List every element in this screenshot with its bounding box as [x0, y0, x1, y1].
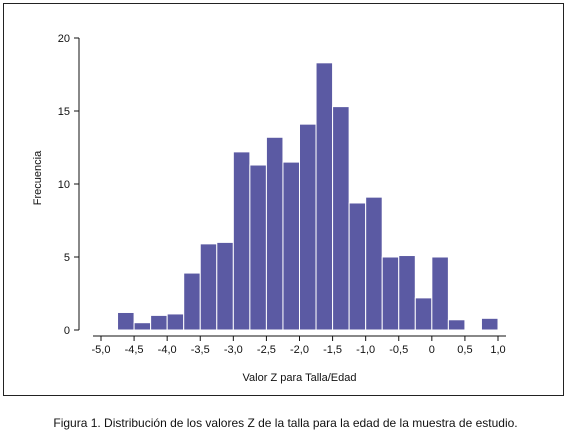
- histogram-bar-15: [365, 196, 383, 331]
- x-tick-label-1: -4,5: [125, 344, 144, 356]
- x-tick-label-11: 0,5: [457, 344, 472, 356]
- figure-caption: Figura 1. Distribución de los valores Z …: [53, 416, 518, 430]
- histogram-bar-1: [133, 322, 152, 331]
- histogram-bar-9: [265, 136, 284, 331]
- histogram-bar-6: [216, 241, 234, 331]
- y-tick-label-0: 0: [64, 325, 70, 337]
- histogram-bar-19: [431, 256, 449, 331]
- x-tick-label-5: -2,5: [257, 344, 276, 356]
- histogram-bar-21: [480, 317, 499, 331]
- x-tick-label-6: -2,0: [290, 344, 309, 356]
- histogram-bar-2: [150, 314, 168, 331]
- x-ticks-group: -5,0 -4,5 -4,0 -3,5 -3,0 -2,5 -2,0 -1,5 -1,0 -0,5…: [92, 336, 506, 356]
- histogram-bar-12: [315, 62, 334, 331]
- histogram-bar-0: [117, 311, 135, 331]
- y-axis-label: Frecuencia: [32, 150, 44, 205]
- x-tick-label-2: -4,0: [158, 344, 177, 356]
- histogram-bar-11: [299, 123, 317, 331]
- histogram-bar-5: [199, 243, 218, 331]
- y-tick-label-3: 15: [58, 106, 70, 118]
- y-tick-label-4: 20: [58, 33, 70, 45]
- y-tick-label-1: 5: [64, 252, 70, 264]
- x-axis-label: Valor Z para Talla/Edad: [243, 372, 357, 384]
- histogram-bar-8: [249, 164, 267, 331]
- histogram-bar-13: [332, 106, 350, 331]
- x-tick-label-10: 0: [429, 344, 435, 356]
- x-tick-label-9: -0,5: [389, 344, 408, 356]
- x-tick-label-0: -5,0: [92, 344, 111, 356]
- histogram-bar-7: [232, 151, 251, 331]
- y-ticks-group: 0 5 10 15 20: [58, 33, 79, 337]
- histogram-bar-16: [381, 256, 400, 331]
- x-tick-label-3: -3,5: [191, 344, 210, 356]
- histogram-bar-10: [282, 161, 301, 331]
- y-tick-label-2: 10: [58, 179, 70, 191]
- x-tick-label-7: -1,5: [323, 344, 342, 356]
- x-tick-label-4: -3,0: [224, 344, 243, 356]
- x-tick-label-8: -1,0: [356, 344, 375, 356]
- histogram-bar-3: [166, 313, 185, 331]
- histogram-bar-4: [183, 272, 201, 331]
- histogram-bar-20: [447, 319, 466, 331]
- histogram-bar-14: [348, 202, 367, 331]
- histogram-bar-17: [398, 255, 416, 331]
- histogram-bar-18: [414, 297, 433, 331]
- x-tick-label-12: 1,0: [490, 344, 505, 356]
- bars-group: [117, 62, 499, 331]
